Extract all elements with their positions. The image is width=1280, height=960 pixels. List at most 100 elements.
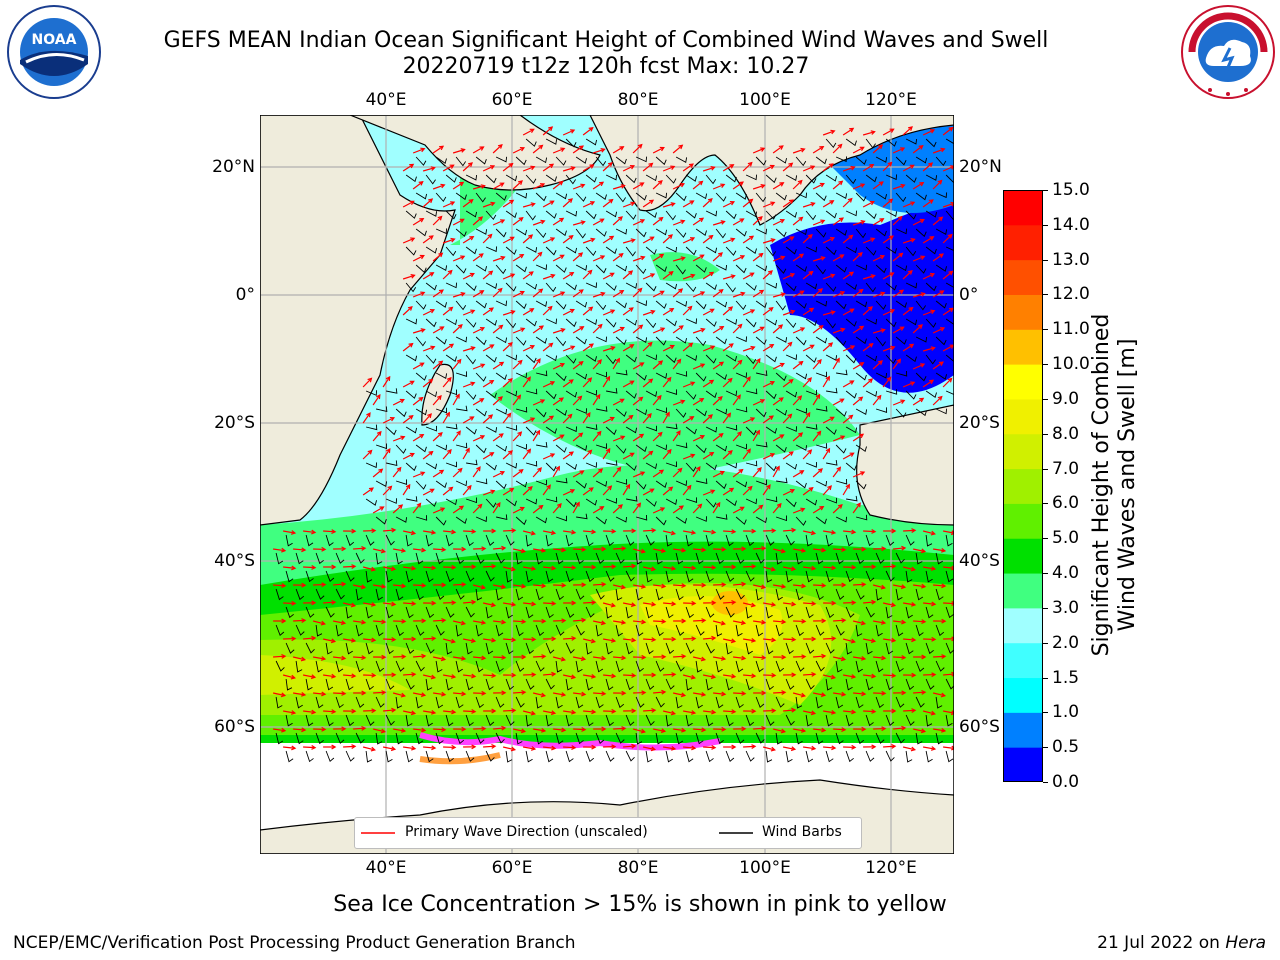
wind-barb bbox=[495, 696, 505, 708]
wind-barb bbox=[335, 696, 344, 709]
wind-barb bbox=[355, 660, 364, 673]
wave-arrow-head bbox=[529, 344, 536, 350]
wind-barb bbox=[795, 588, 804, 601]
wind-barb bbox=[745, 534, 755, 547]
wave-arrow-head bbox=[739, 255, 746, 260]
wave-arrow-head bbox=[420, 692, 427, 698]
wave-direction-arrow bbox=[472, 290, 484, 298]
wave-direction-arrow bbox=[672, 144, 683, 154]
colorbar-label: 1.5 bbox=[1052, 667, 1080, 688]
wind-barb bbox=[925, 750, 933, 763]
wave-direction-arrow bbox=[732, 360, 743, 370]
wind-barb bbox=[485, 570, 495, 582]
wind-barb bbox=[855, 696, 864, 709]
wave-direction-arrow bbox=[573, 692, 586, 696]
wave-arrow-head bbox=[678, 144, 684, 150]
wind-barb bbox=[735, 192, 747, 200]
wave-arrow-head bbox=[579, 326, 585, 331]
wave-direction-arrow bbox=[593, 583, 606, 586]
wave-direction-arrow bbox=[432, 216, 443, 226]
wave-arrow-head bbox=[750, 345, 756, 351]
wave-arrow-head bbox=[568, 235, 574, 240]
wave-direction-arrow bbox=[293, 548, 306, 551]
wave-arrow-head bbox=[910, 746, 917, 752]
wind-barb bbox=[855, 552, 865, 565]
wave-arrow-head bbox=[429, 488, 435, 494]
wave-direction-arrow bbox=[732, 506, 744, 514]
wave-arrow-head bbox=[588, 343, 594, 348]
wave-arrow-head bbox=[531, 672, 537, 678]
wind-barb bbox=[795, 660, 805, 672]
wave-arrow-head bbox=[658, 360, 664, 366]
wave-arrow-head bbox=[659, 146, 665, 152]
wave-arrow-head bbox=[921, 619, 927, 625]
wave-arrow-head bbox=[381, 654, 387, 660]
wind-barb bbox=[435, 480, 447, 489]
wave-direction-arrow bbox=[413, 728, 426, 732]
wind-barb bbox=[495, 732, 505, 744]
wind-barb bbox=[575, 444, 588, 451]
wind-barb bbox=[635, 444, 647, 453]
wave-direction-arrow bbox=[552, 434, 564, 442]
wind-barb bbox=[775, 264, 787, 274]
wave-direction-arrow bbox=[792, 395, 802, 406]
wave-arrow-head bbox=[711, 529, 717, 535]
wind-barb bbox=[755, 516, 768, 524]
colorbar-label: 7.0 bbox=[1052, 458, 1080, 479]
wind-barb bbox=[655, 624, 664, 637]
wind-barb bbox=[765, 390, 777, 400]
wave-direction-arrow bbox=[662, 165, 675, 172]
wave-arrow-head bbox=[676, 358, 682, 364]
wind-barb bbox=[885, 678, 894, 691]
wave-arrow-head bbox=[459, 505, 465, 511]
wave-direction-arrow bbox=[502, 342, 513, 352]
wave-direction-arrow bbox=[622, 344, 634, 352]
wave-arrow-head bbox=[448, 486, 454, 492]
wind-barb bbox=[835, 516, 848, 523]
wave-arrow-head bbox=[640, 584, 647, 589]
wind-barb bbox=[705, 282, 717, 291]
wind-barb bbox=[835, 444, 847, 454]
wave-arrow-head bbox=[951, 671, 954, 677]
wave-direction-arrow bbox=[752, 253, 763, 262]
wind-barb bbox=[635, 732, 643, 745]
wind-barb bbox=[456, 405, 468, 412]
wind-barb bbox=[365, 462, 378, 469]
wave-direction-arrow bbox=[762, 453, 775, 460]
wind-barb bbox=[825, 426, 837, 435]
wave-direction-arrow bbox=[692, 363, 705, 370]
chart-title: GEFS MEAN Indian Ocean Significant Heigh… bbox=[163, 28, 1049, 53]
wind-barb bbox=[565, 354, 577, 364]
wave-arrow-head bbox=[757, 215, 763, 221]
wave-direction-arrow bbox=[643, 709, 656, 712]
wind-barb bbox=[575, 228, 586, 239]
wave-direction-arrow bbox=[662, 271, 674, 280]
wave-direction-arrow bbox=[492, 502, 501, 514]
wave-arrow-head bbox=[950, 201, 954, 207]
wind-barb bbox=[815, 443, 828, 449]
wave-direction-arrow bbox=[752, 358, 761, 370]
wave-arrow-head bbox=[588, 306, 594, 312]
wave-direction-arrow bbox=[283, 566, 296, 569]
wave-direction-arrow bbox=[903, 709, 916, 712]
wave-arrow-head bbox=[930, 746, 937, 751]
wave-direction-arrow bbox=[803, 746, 816, 750]
wind-barb bbox=[455, 300, 467, 311]
wave-arrow-head bbox=[291, 745, 297, 751]
wind-barb bbox=[825, 570, 834, 583]
wave-direction-arrow bbox=[892, 326, 904, 334]
wave-arrow-head bbox=[830, 129, 836, 135]
wind-barb bbox=[655, 696, 665, 708]
wave-direction-arrow bbox=[632, 728, 645, 733]
wave-direction-arrow bbox=[602, 162, 613, 172]
wave-direction-arrow bbox=[852, 220, 865, 226]
wind-barb bbox=[745, 714, 755, 727]
wave-arrow-head bbox=[861, 726, 867, 732]
wave-arrow-head bbox=[601, 726, 607, 732]
wind-barb bbox=[865, 714, 874, 727]
wave-arrow-head bbox=[507, 450, 513, 455]
wave-direction-arrow bbox=[733, 692, 746, 695]
wind-barb bbox=[795, 480, 807, 489]
wind-barb bbox=[835, 300, 847, 310]
wave-direction-arrow bbox=[552, 397, 564, 406]
